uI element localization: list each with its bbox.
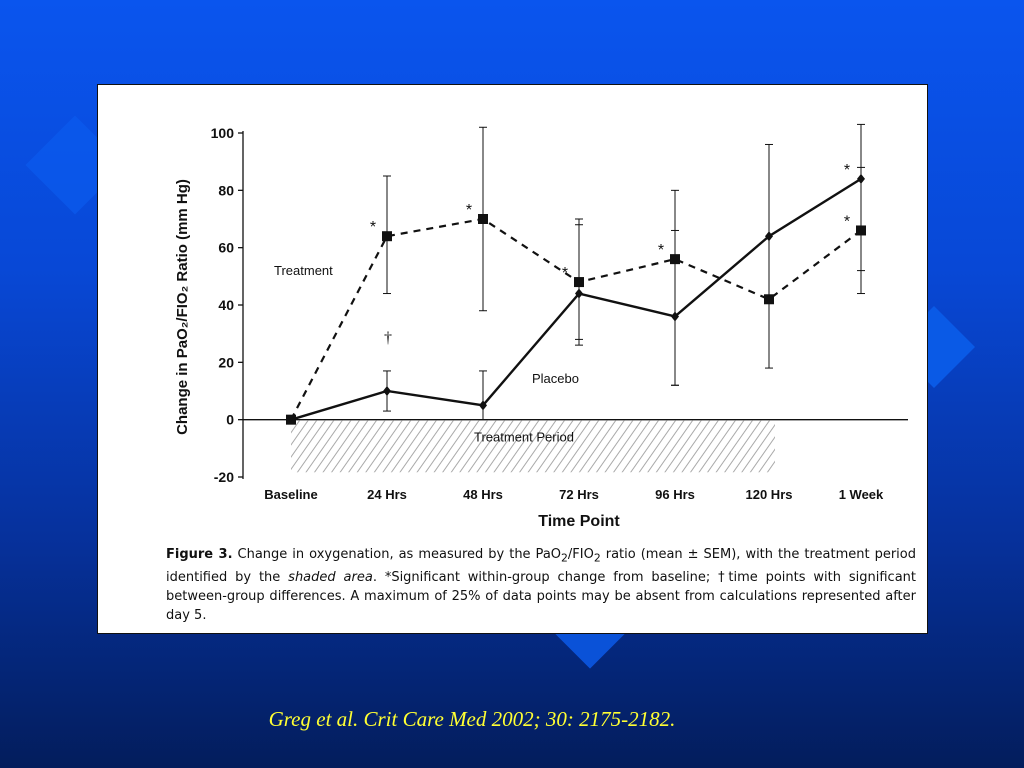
citation: Greg et al. Crit Care Med 2002; 30: 2175… xyxy=(268,707,676,731)
x-tick-label: 120 Hrs xyxy=(746,487,793,502)
treatment-period-shading xyxy=(291,420,775,473)
treatment-marker xyxy=(478,214,488,224)
y-tick-label: 80 xyxy=(218,182,234,198)
placebo-marker xyxy=(575,288,583,299)
placebo-marker xyxy=(857,173,865,184)
caption-part3: ratio (mean ± SEM), with the treatment p… xyxy=(166,547,916,585)
x-tick-label: Baseline xyxy=(264,487,317,502)
x-tick-label: 72 Hrs xyxy=(559,487,599,502)
caption-label: Figure 3. xyxy=(166,547,233,562)
x-tick-label: 48 Hrs xyxy=(463,487,503,502)
treatment-period-label: Treatment Period xyxy=(474,430,574,445)
y-tick-label: 20 xyxy=(218,354,234,370)
y-tick-label: 40 xyxy=(218,297,234,313)
placebo-marker xyxy=(765,231,773,242)
line-chart: Treatment Period -20 0 20 40 60 80 100 Change in… xyxy=(174,123,908,530)
series-label-placebo: Placebo xyxy=(532,371,579,386)
y-tick-label: -20 xyxy=(214,469,234,485)
significance-star: * xyxy=(466,202,472,219)
caption-part2: /FIO xyxy=(567,547,594,562)
y-tick-label: 100 xyxy=(211,125,235,141)
y-tick-label: 0 xyxy=(226,412,234,428)
placebo-marker xyxy=(671,311,679,322)
y-axis-label: Change in PaO₂/FIO₂ Ratio (mm Hg) xyxy=(174,179,191,435)
figure-caption: Figure 3. Change in oxygenation, as meas… xyxy=(166,545,916,625)
caption-emphasis: shaded area xyxy=(288,569,373,585)
caption-part4: . *Significant within-group change from … xyxy=(166,569,916,623)
significance-star: * xyxy=(658,242,664,259)
caption-sub2: 2 xyxy=(593,551,601,565)
placebo-marker xyxy=(383,386,391,396)
significance-star: * xyxy=(844,162,850,179)
caption-sub1: 2 xyxy=(561,551,568,565)
series-label-treatment: Treatment xyxy=(274,263,333,278)
figure-panel: Treatment Period -20 0 20 40 60 80 100 Change in… xyxy=(97,84,928,634)
significance-star: * xyxy=(562,265,568,282)
x-axis-label: Time Point xyxy=(538,513,620,530)
x-tick-label: 96 Hrs xyxy=(655,487,695,502)
caption-part1: Change in oxygenation, as measured by th… xyxy=(232,547,562,562)
series-line-treatment xyxy=(290,217,862,421)
significance-star: * xyxy=(844,213,850,230)
placebo-marker xyxy=(479,400,487,411)
x-tick-label: 1 Week xyxy=(839,487,884,502)
y-tick-label: 60 xyxy=(218,240,234,256)
treatment-marker xyxy=(382,231,392,242)
dagger-annotation: † xyxy=(384,329,392,346)
significance-star: * xyxy=(370,219,376,236)
x-tick-label: 24 Hrs xyxy=(367,487,407,502)
